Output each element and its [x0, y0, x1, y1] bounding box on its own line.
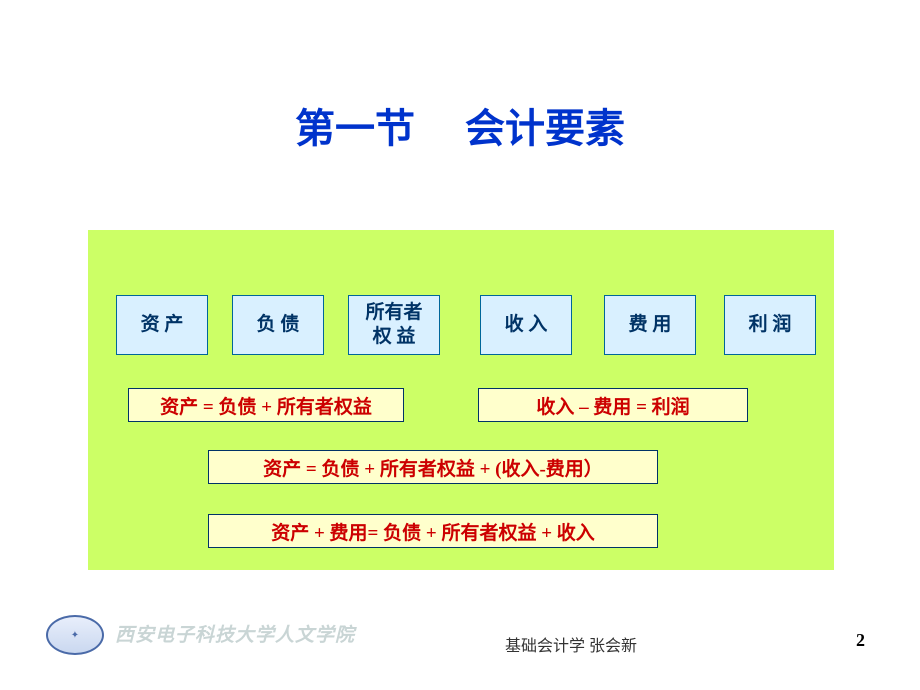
- element-box-4: 费 用: [604, 295, 696, 355]
- equation-box-1: 收入 – 费用 = 利润: [478, 388, 748, 422]
- element-box-3: 收 入: [480, 295, 572, 355]
- equation-box-0: 资产 = 负债 + 所有者权益: [128, 388, 404, 422]
- footer-course: 基础会计学 张会新: [505, 632, 637, 656]
- equation-box-2: 资产 = 负债 + 所有者权益 + (收入-费用）: [208, 450, 658, 484]
- element-box-5: 利 润: [724, 295, 816, 355]
- element-box-2: 所有者 权 益: [348, 295, 440, 355]
- slide-title: 第一节 会计要素: [0, 96, 920, 154]
- footer-school: 西安电子科技大学人文学院: [115, 620, 355, 647]
- equation-box-3: 资产 + 费用= 负债 + 所有者权益 + 收入: [208, 514, 658, 548]
- element-box-0: 资 产: [116, 295, 208, 355]
- element-box-1: 负 债: [232, 295, 324, 355]
- page-number: 2: [856, 630, 865, 651]
- school-logo: ✦: [46, 615, 104, 655]
